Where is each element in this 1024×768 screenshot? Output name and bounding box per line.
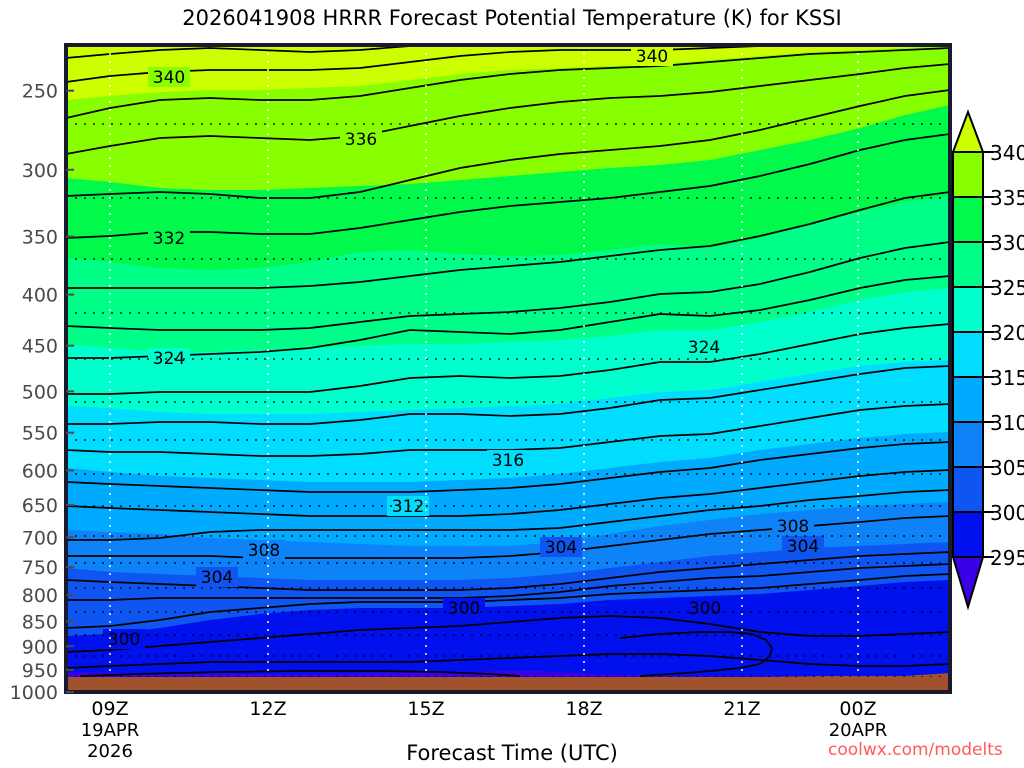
- x-tick-sub-00Z: 20APR: [829, 720, 888, 741]
- x-tick-label-15Z: 15Z: [407, 698, 444, 720]
- y-tick-label-900: 900: [22, 636, 58, 658]
- contour-label-300-b: 300: [443, 598, 485, 619]
- y-tick-label-700: 700: [22, 527, 58, 549]
- colorbar-arrow-bottom: [951, 556, 985, 611]
- contour-label-304-a: 304: [196, 567, 238, 588]
- contour-label-312: 312: [387, 496, 429, 517]
- colorbar-arrow-top: [951, 109, 985, 153]
- y-tick-label-800: 800: [22, 585, 58, 607]
- band-295-300: [66, 580, 950, 677]
- colorbar-swatch-305: [952, 466, 984, 513]
- svg-text:304: 304: [787, 537, 819, 557]
- colorbar-label-310: 310: [990, 411, 1024, 435]
- svg-text:332: 332: [153, 229, 185, 249]
- y-tick-label-600: 600: [22, 460, 58, 482]
- colorbar-label-315: 315: [990, 366, 1024, 390]
- colorbar-label-330: 330: [990, 231, 1024, 255]
- svg-text:312: 312: [392, 497, 424, 517]
- colorbar-label-305: 305: [990, 456, 1024, 480]
- page-title: 2026041908 HRRR Forecast Potential Tempe…: [182, 6, 842, 30]
- x-tick-label-18Z: 18Z: [565, 698, 602, 720]
- contour-label-340-b: 340: [631, 46, 673, 67]
- y-tick-label-550: 550: [22, 423, 58, 445]
- svg-text:300: 300: [689, 599, 721, 619]
- y-tick-label-750: 750: [22, 557, 58, 579]
- colorbar-label-325: 325: [990, 276, 1024, 300]
- x-tick-label-00Z: 00Z: [839, 698, 876, 720]
- contour-label-308-a: 308: [243, 540, 285, 561]
- svg-text:340: 340: [153, 68, 185, 88]
- svg-text:324: 324: [688, 338, 720, 358]
- y-axis: 2503003504004505005506006507007508008509…: [10, 81, 74, 704]
- y-tick-label-950: 950: [22, 660, 58, 682]
- contour-label-304-b: 304: [540, 537, 582, 558]
- colorbar-swatch-340: [952, 151, 984, 198]
- colorbar-swatch-315: [952, 376, 984, 423]
- horizontal-gridlines: [66, 123, 950, 677]
- gridlines: [66, 45, 950, 677]
- contour-label-324-a: 324: [148, 348, 190, 369]
- svg-text:340: 340: [636, 47, 668, 67]
- y-tick-label-450: 450: [22, 336, 58, 358]
- contour-label-308-b: 308: [772, 516, 814, 537]
- y-tick-label-650: 650: [22, 495, 58, 517]
- contour-label-336: 336: [340, 129, 382, 150]
- x-tick-sub-09Z: 19APR: [81, 720, 140, 741]
- x-tick-year-09Z: 2026: [87, 741, 133, 762]
- y-tick-label-250: 250: [22, 81, 58, 103]
- y-tick-label-850: 850: [22, 612, 58, 634]
- svg-text:304: 304: [201, 568, 233, 588]
- colorbar-swatch-300: [952, 511, 984, 558]
- colorbar-label-335: 335: [990, 186, 1024, 210]
- y-tick-label-1000: 1000: [10, 682, 58, 704]
- terrain-surface: [66, 673, 950, 692]
- colorbar-label-300: 300: [990, 501, 1024, 525]
- colorbar-label-320: 320: [990, 321, 1024, 345]
- svg-text:308: 308: [777, 517, 809, 537]
- y-tick-label-300: 300: [22, 160, 58, 182]
- colorbar-swatch-310: [952, 421, 984, 468]
- colorbar-label-340: 340: [990, 141, 1024, 165]
- svg-text:300: 300: [448, 599, 480, 619]
- contour-label-324-b: 324: [683, 337, 725, 358]
- colorbar-swatch-325: [952, 286, 984, 333]
- colorbar-label-295: 295: [990, 546, 1024, 570]
- contour-label-300-a: 300: [103, 629, 145, 650]
- contour-label-316: 316: [487, 450, 529, 471]
- contour-label-300-c: 300: [684, 598, 726, 619]
- colorbar: 340 335 330 325 320 315 310 305 300 295: [951, 109, 1024, 611]
- contour-label-340-a: 340: [148, 67, 190, 88]
- svg-text:324: 324: [153, 349, 185, 369]
- svg-text:304: 304: [545, 538, 577, 558]
- band-under-295: [66, 671, 950, 677]
- plot-frame: [64, 43, 952, 694]
- contour-label-304-c: 304: [782, 536, 824, 557]
- x-tick-label-09Z: 09Z: [91, 698, 128, 720]
- colorbar-swatch-330: [952, 241, 984, 288]
- colorbar-swatch-335: [952, 196, 984, 243]
- svg-text:308: 308: [248, 541, 280, 561]
- svg-text:300: 300: [108, 630, 140, 650]
- x-axis-title: Forecast Time (UTC): [406, 741, 618, 765]
- x-tick-label-12Z: 12Z: [249, 698, 286, 720]
- y-tick-label-350: 350: [22, 227, 58, 249]
- colorbar-swatch-320: [952, 331, 984, 378]
- y-tick-label-400: 400: [22, 285, 58, 307]
- svg-text:336: 336: [345, 130, 377, 150]
- contour-labels: 340 340 336 332 324 324 316 312 308 308 …: [103, 46, 824, 650]
- x-tick-label-21Z: 21Z: [723, 698, 760, 720]
- svg-text:316: 316: [492, 451, 524, 471]
- watermark: coolwx.com/modelts: [828, 740, 1003, 760]
- contour-label-332: 332: [148, 228, 190, 249]
- y-tick-label-500: 500: [22, 381, 58, 403]
